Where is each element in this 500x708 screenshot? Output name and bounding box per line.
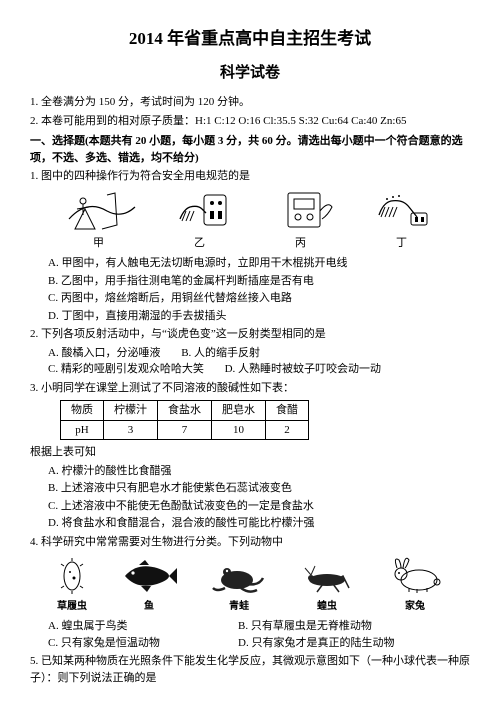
q1-cap-d: 丁 [396,235,407,252]
q1-opt-d: D. 丁图中，直接用潮湿的手去拔插头 [48,308,470,325]
q3-options: A. 柠檬汁的酸性比食醋强 B. 上述溶液中只有肥皂水才能使紫色石蕊试液变色 C… [30,463,470,532]
q1-opt-b: B. 乙图中，用手指往测电笔的金属杆判断插座是否有电 [48,273,470,290]
q1-cap-a: 甲 [93,235,104,252]
q1-fig-a [67,189,137,231]
note-2: 2. 本卷可能用到的相对原子质量：H:1 C:12 O:16 Cl:35.5 S… [30,113,470,130]
q3-th3: 食盐水 [158,401,212,421]
q3-r4: 10 [212,420,266,440]
q3-r5: 2 [266,420,309,440]
q3-opt-c: C. 上述溶液中不能使无色酚酞试液变色的一定是食盐水 [48,498,470,515]
q3-stem: 3. 小明同学在课堂上测试了不同溶液的酸碱性如下表： [30,380,470,397]
animal-locust: 蝗虫 [299,558,355,614]
q3-table: 物质 柠檬汁 食盐水 肥皂水 食醋 pH 3 7 10 2 [60,400,309,440]
q1-figures [48,189,452,231]
q1-stem: 1. 图中的四种操作行为符合安全用电规范的是 [30,168,470,185]
title-sub: 科学试卷 [30,62,470,85]
animal-label-c: 青蛙 [209,599,269,614]
q3-th5: 食醋 [266,401,309,421]
title-main: 2014 年省重点高中自主招生考试 [30,26,470,52]
q4-opt-b: B. 只有草履虫是无脊椎动物 [238,618,372,635]
q3-r2: 3 [104,420,158,440]
q2-opt-c: C. 精彩的哑剧引发观众哈哈大笑 [48,361,204,378]
q1-cap-c: 丙 [295,235,306,252]
animal-label-b: 鱼 [119,599,179,614]
q3-r3: 7 [158,420,212,440]
q1-fig-c [274,189,334,231]
animal-label-d: 蝗虫 [299,599,355,614]
q1-options: A. 甲图中，有人触电无法切断电源时，立即用干木棍挑开电线 B. 乙图中，用手指… [30,255,470,324]
q1-opt-c: C. 丙图中，熔丝熔断后，用铜丝代替熔丝接入电路 [48,290,470,307]
q1-cap-b: 乙 [194,235,205,252]
animal-frog: 青蛙 [209,558,269,614]
note-1: 1. 全卷满分为 150 分，考试时间为 120 分钟。 [30,94,470,111]
q4-opt-d: D. 只有家兔才是真正的陆生动物 [238,635,394,652]
q1-fig-d [373,189,433,231]
q5-stem: 5. 已知某两种物质在光照条件下能发生化学反应，其微观示意图如下（一种小球代表一… [30,653,470,686]
q3-lead: 根据上表可知 [30,444,470,461]
animal-paramecium: 草履虫 [55,558,89,614]
q4-animals: 草履虫 鱼 青蛙 蝗虫 [40,554,460,614]
q2-stem: 2. 下列各项反射活动中，与“谈虎色变”这一反射类型相同的是 [30,326,470,343]
q4-opt-a: A. 蝗虫属于鸟类 [48,618,238,635]
q3-opt-a: A. 柠檬汁的酸性比食醋强 [48,463,470,480]
q3-opt-b: B. 上述溶液中只有肥皂水才能使紫色石蕊试液变色 [48,480,470,497]
q3-opt-d: D. 将食盐水和食醋混合，混合液的酸性可能比柠檬汁强 [48,515,470,532]
q2-opt-a: A. 酸橘入口，分泌唾液 [48,345,160,362]
q3-th1: 物质 [61,401,104,421]
q2-options-row2: C. 精彩的哑剧引发观众哈哈大笑 D. 人熟睡时被蚊子叮咬会动一动 [30,361,470,378]
animal-label-e: 家兔 [385,599,445,614]
section-1-head: 一、选择题(本题共有 20 小题，每小题 3 分，共 60 分。请选出每小题中一… [30,133,470,166]
table-row: 物质 柠檬汁 食盐水 肥皂水 食醋 [61,401,309,421]
q3-th2: 柠檬汁 [104,401,158,421]
q4-stem: 4. 科学研究中常常需要对生物进行分类。下列动物中 [30,534,470,551]
q3-r1: pH [61,420,104,440]
table-row: pH 3 7 10 2 [61,420,309,440]
q2-options-row1: A. 酸橘入口，分泌唾液 B. 人的缩手反射 [30,345,470,362]
animal-rabbit: 家兔 [385,554,445,614]
q3-th4: 肥皂水 [212,401,266,421]
q4-opt-c: C. 只有家兔是恒温动物 [48,635,238,652]
q2-opt-b: B. 人的缩手反射 [181,345,260,362]
q1-fig-b [176,189,236,231]
q1-opt-a: A. 甲图中，有人触电无法切断电源时，立即用干木棍挑开电线 [48,255,470,272]
animal-label-a: 草履虫 [55,599,89,614]
q4-options: A. 蝗虫属于鸟类 B. 只有草履虫是无脊椎动物 C. 只有家兔是恒温动物 D.… [30,618,470,651]
q2-opt-d: D. 人熟睡时被蚊子叮咬会动一动 [225,361,381,378]
q1-captions: 甲 乙 丙 丁 [48,235,452,252]
animal-fish: 鱼 [119,558,179,614]
